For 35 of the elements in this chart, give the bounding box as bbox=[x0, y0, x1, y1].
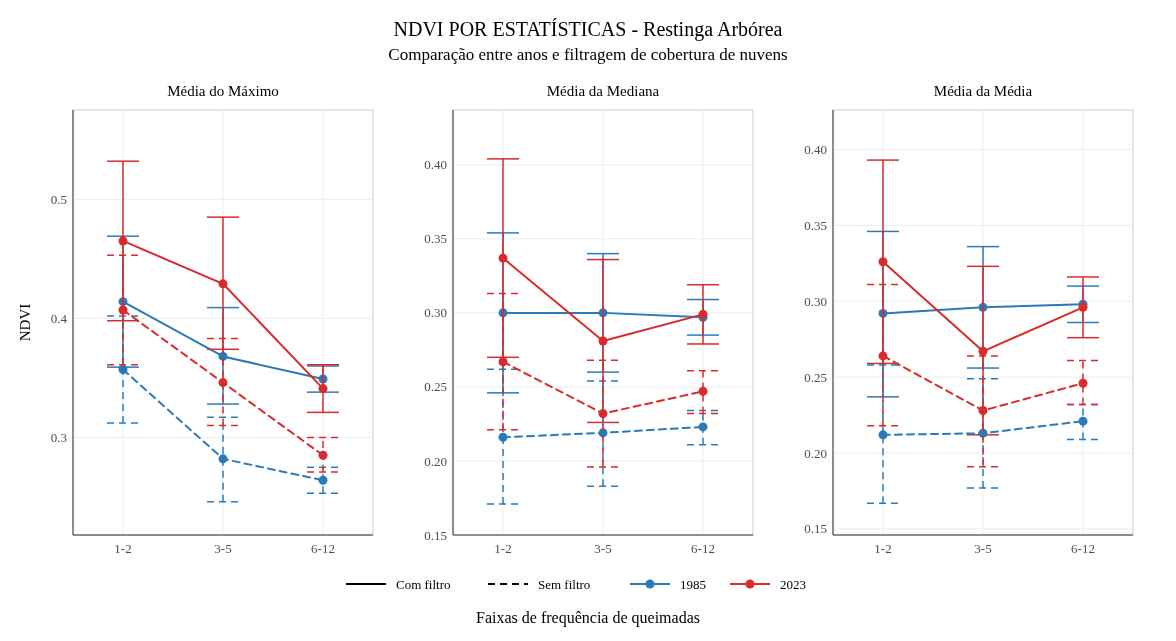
text: Com filtro bbox=[396, 576, 451, 592]
y-tick-label: 0.25 bbox=[804, 369, 827, 385]
x-tick-label: 6-12 bbox=[691, 541, 715, 556]
legend-label: 1985 bbox=[680, 576, 706, 592]
x-tick-label: 3-5 bbox=[214, 541, 232, 556]
x-tick-label: 6-12 bbox=[311, 541, 335, 556]
x-tick-label: 1-2 bbox=[874, 541, 892, 556]
y-tick-label: 0.20 bbox=[424, 453, 447, 469]
y-tick-label: 0.30 bbox=[804, 293, 827, 309]
x-tick-label: 6-12 bbox=[1071, 541, 1095, 556]
y-tick-label: 0.5 bbox=[50, 191, 67, 207]
x-axis-title: Faixas de frequência de queimadas bbox=[476, 609, 700, 627]
y-tick-label: 0.20 bbox=[804, 445, 827, 461]
x-tick-label: 3-5 bbox=[974, 541, 992, 556]
y-tick-label: 0.35 bbox=[424, 231, 447, 247]
x-tick-label: 1-2 bbox=[114, 541, 132, 556]
chart-title: Média do Máximo bbox=[167, 83, 279, 99]
x-tick-label: 1-2 bbox=[494, 541, 512, 556]
chart-title: Média da Mediana bbox=[546, 83, 660, 99]
y-tick-label: 0.40 bbox=[424, 157, 447, 173]
y-tick-label: 0.25 bbox=[424, 379, 447, 395]
y-tick-label: 0.35 bbox=[804, 217, 827, 233]
y-tick-label: 0.15 bbox=[804, 521, 827, 537]
legend-label: 2023 bbox=[780, 576, 806, 592]
text: NDVI POR ESTATÍSTICAS - Restinga Arbórea bbox=[393, 18, 783, 41]
y-tick-label: 0.3 bbox=[50, 429, 67, 445]
y-tick-label: 0.4 bbox=[50, 310, 68, 326]
chart-title: Média da Média bbox=[933, 83, 1033, 99]
y-axis-title: NDVI bbox=[17, 303, 33, 342]
text: Sem filtro bbox=[538, 576, 591, 592]
y-tick-label: 0.15 bbox=[424, 527, 447, 543]
x-tick-label: 3-5 bbox=[594, 541, 612, 556]
y-tick-label: 0.40 bbox=[804, 142, 827, 158]
text: Comparação entre anos e filtragem de cobertura de nuvens bbox=[388, 45, 788, 64]
y-tick-label: 0.30 bbox=[424, 305, 447, 321]
